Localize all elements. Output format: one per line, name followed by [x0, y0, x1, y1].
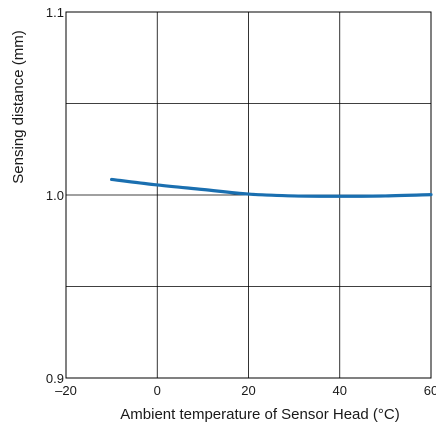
- y-axis-label: Sensing distance (mm): [10, 30, 27, 183]
- y-tick-label: 1.1: [46, 5, 64, 20]
- x-axis-label: Ambient temperature of Sensor Head (°C): [120, 406, 399, 423]
- y-tick-label: 0.9: [46, 371, 64, 386]
- y-tick-label: 1.0: [46, 188, 64, 203]
- x-tick-label: –20: [55, 383, 77, 398]
- x-tick-label: 20: [241, 383, 255, 398]
- tick-labels: –20 0 20 40 60 0.9 1.0 1.1: [46, 5, 436, 398]
- x-tick-label: 0: [154, 383, 161, 398]
- series-line: [110, 177, 433, 198]
- x-tick-label: 40: [333, 383, 347, 398]
- x-tick-label: 60: [424, 383, 436, 398]
